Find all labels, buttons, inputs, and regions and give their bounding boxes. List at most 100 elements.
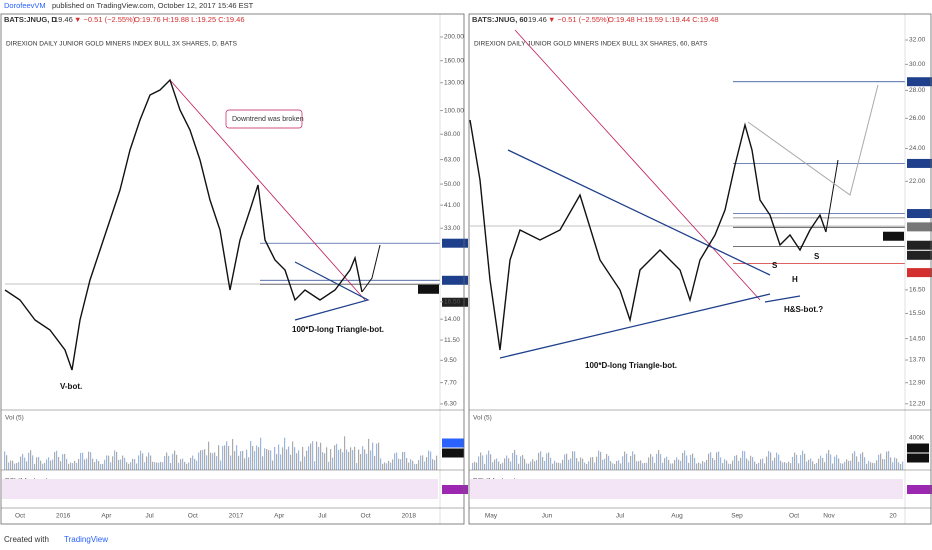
volume-bar — [26, 461, 28, 470]
volume-bar — [338, 449, 340, 470]
volume-bar — [334, 445, 336, 470]
volume-bar — [50, 460, 52, 470]
volume-bar — [646, 462, 648, 470]
volume-bar — [20, 456, 22, 470]
author[interactable]: DorofeevVM — [4, 1, 46, 10]
volume-bar — [638, 461, 640, 470]
volume-bar — [498, 461, 500, 470]
volume-bar — [184, 461, 186, 470]
volume-bar — [38, 456, 40, 470]
volume-bar — [790, 463, 792, 470]
volume-bar — [170, 463, 172, 470]
volume-bar — [748, 460, 750, 470]
volume-label: Vol (5) — [5, 415, 24, 422]
symbol: BATS:JNUG, 60 — [472, 15, 528, 24]
triangle — [294, 261, 370, 321]
volume-bar — [478, 456, 480, 470]
volume-bar — [754, 461, 756, 470]
change: ▼ −0.51 (−2.55%) — [548, 15, 610, 24]
volume-bar — [494, 459, 496, 470]
y-tick-label: 12.90 — [909, 379, 926, 386]
volume-bar — [674, 459, 676, 470]
volume-bar — [220, 460, 222, 470]
volume-bar — [684, 450, 686, 470]
volume-bar — [266, 449, 268, 470]
x-tick-label: Nov — [823, 513, 835, 520]
volume-bar — [372, 442, 374, 470]
footer-brand[interactable]: TradingView — [64, 535, 108, 544]
volume-bar — [72, 463, 74, 470]
volume-bar — [656, 453, 658, 470]
volume-bar — [618, 460, 620, 470]
volume-bar — [44, 463, 46, 470]
x-tick-label: Oct — [188, 513, 198, 520]
volume-bar — [70, 462, 72, 470]
volume-bar — [846, 459, 848, 470]
volume-bar — [608, 455, 610, 470]
volume-bar — [80, 452, 82, 470]
volume-bar — [430, 451, 432, 470]
volume-bar — [778, 454, 780, 470]
price-badge — [442, 297, 468, 307]
volume-bar — [758, 462, 760, 470]
volume-bar — [862, 452, 864, 470]
volume-bar — [768, 450, 770, 470]
volume-bar — [304, 456, 306, 470]
volume-bar — [828, 450, 830, 470]
price-badge — [442, 275, 468, 285]
volume-bar — [496, 458, 498, 470]
volume-bar — [110, 462, 112, 470]
volume-bar — [510, 461, 512, 470]
volume-bar — [34, 463, 36, 470]
volume-bar — [548, 452, 550, 470]
volume-bar — [288, 446, 290, 470]
volume-bar — [228, 446, 230, 470]
triangle-bottom — [499, 293, 771, 359]
volume-bar — [294, 447, 296, 470]
volume-bar — [358, 449, 360, 470]
volume-bar — [706, 459, 708, 470]
volume-bar — [712, 458, 714, 470]
volume-bar — [864, 457, 866, 470]
volume-bar — [40, 460, 42, 470]
volume-bar — [310, 443, 312, 470]
volume-bar — [10, 460, 12, 470]
volume-bar — [320, 442, 322, 470]
volume-bar — [696, 463, 698, 470]
volume-bar — [428, 450, 430, 470]
price-path — [4, 78, 363, 371]
volume-bar — [776, 452, 778, 470]
volume-bar — [806, 461, 808, 470]
volume-bar — [90, 452, 92, 470]
volume-bar — [642, 463, 644, 470]
y-tick-label: 14.00 — [444, 316, 461, 323]
volume-bar — [54, 452, 56, 470]
volume-bar — [126, 462, 128, 470]
volume-bar — [150, 455, 152, 470]
volume-bar — [434, 459, 436, 470]
volume-bar — [832, 463, 834, 470]
volume-bar — [876, 460, 878, 470]
volume-bar — [616, 461, 618, 470]
volume-bar — [640, 460, 642, 470]
volume-bar — [536, 459, 538, 470]
y-tick-label: 16.50 — [444, 298, 461, 305]
triangle-top — [507, 149, 771, 276]
volume-badge — [442, 438, 464, 448]
volume-bar — [166, 452, 168, 470]
volume-bar — [822, 457, 824, 470]
volume-bar — [156, 462, 158, 470]
volume-bar — [598, 450, 600, 470]
volume-bar — [308, 446, 310, 470]
volume-bar — [632, 451, 634, 470]
volume-bar — [520, 456, 522, 470]
volume-bar — [76, 462, 78, 470]
volume-bar — [342, 452, 344, 470]
volume-bar — [692, 453, 694, 470]
volume-bar — [118, 459, 120, 470]
annotation: Downtrend was broken — [232, 116, 304, 123]
annotation: H — [792, 275, 798, 284]
volume-bar — [658, 450, 660, 470]
volume-bar — [18, 461, 20, 470]
